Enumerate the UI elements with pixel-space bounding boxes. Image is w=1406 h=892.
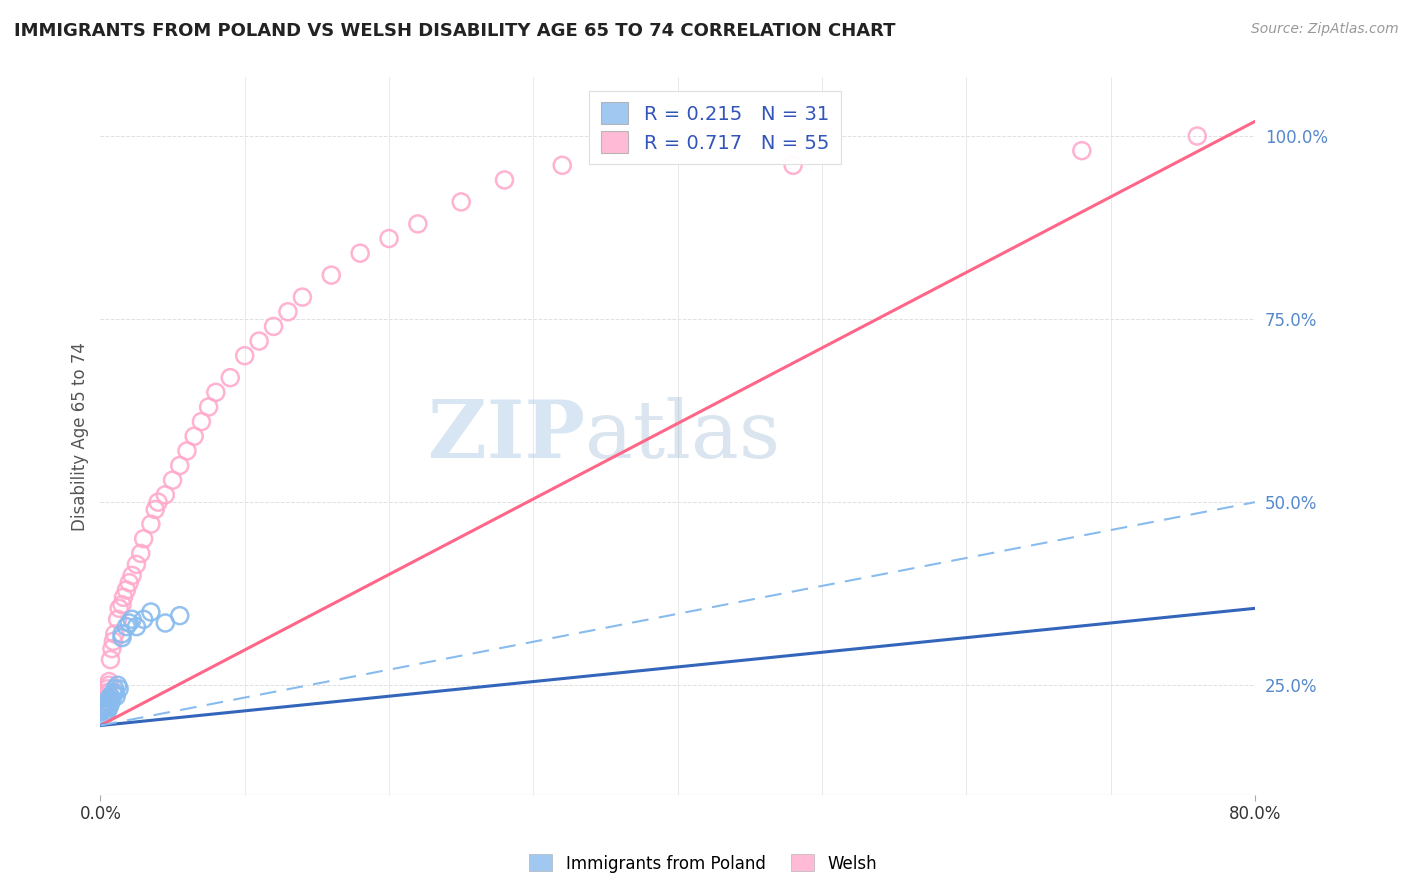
Point (115, 582, 138, 597)
Point (450, 194, 472, 209)
Point (782, 158, 804, 172)
Point (155, 615, 177, 630)
Legend: Immigrants from Poland, Welsh: Immigrants from Poland, Welsh (523, 847, 883, 880)
Point (98, 674, 121, 689)
Point (108, 681, 131, 696)
Point (91, 700, 114, 714)
Point (90, 700, 112, 714)
Point (101, 693, 124, 707)
Point (125, 620, 148, 634)
Point (104, 627, 127, 641)
Point (98, 691, 121, 706)
Point (696, 128, 718, 143)
Point (103, 687, 125, 701)
Point (94, 698, 117, 713)
Point (91, 707, 114, 722)
Point (111, 627, 134, 641)
Point (176, 443, 198, 458)
Legend: R = 0.215   N = 31, R = 0.717   N = 55: R = 0.215 N = 31, R = 0.717 N = 55 (589, 91, 841, 164)
Point (219, 370, 242, 384)
Point (132, 532, 155, 546)
Point (129, 546, 152, 560)
Point (93, 697, 115, 711)
Point (291, 290, 314, 304)
Point (139, 517, 162, 532)
Text: atlas: atlas (585, 397, 780, 475)
Point (263, 319, 285, 334)
Point (97, 694, 120, 708)
Text: IMMIGRANTS FROM POLAND VS WELSH DISABILITY AGE 65 TO 74 CORRELATION CHART: IMMIGRANTS FROM POLAND VS WELSH DISABILI… (14, 22, 896, 40)
Point (97, 685, 120, 699)
Point (91, 697, 114, 711)
Point (90, 704, 112, 718)
Point (277, 305, 299, 319)
Point (97, 704, 120, 718)
Point (494, 173, 516, 187)
Point (107, 678, 129, 692)
Point (94, 687, 117, 701)
Point (118, 615, 141, 630)
Point (104, 685, 127, 699)
Point (98, 700, 121, 714)
Point (105, 690, 128, 704)
Point (121, 612, 143, 626)
Point (112, 591, 135, 605)
Point (1187, 128, 1209, 143)
Point (121, 568, 143, 582)
Point (115, 620, 138, 634)
Point (551, 158, 574, 172)
Point (321, 268, 343, 282)
Point (406, 217, 429, 231)
Point (103, 634, 125, 648)
Point (132, 612, 155, 626)
Point (155, 488, 177, 502)
Text: Source: ZipAtlas.com: Source: ZipAtlas.com (1251, 22, 1399, 37)
Text: ZIP: ZIP (429, 397, 585, 475)
Point (111, 598, 134, 612)
Point (111, 631, 134, 645)
Point (104, 681, 127, 696)
Point (118, 575, 141, 590)
Point (93, 694, 115, 708)
Point (90, 704, 112, 718)
Point (609, 144, 631, 158)
Point (97, 681, 120, 696)
Point (93, 698, 115, 713)
Point (98, 678, 121, 692)
Point (91, 701, 114, 715)
Point (349, 246, 371, 260)
Point (107, 612, 129, 626)
Point (1070, 144, 1092, 158)
Point (204, 385, 226, 400)
Point (100, 697, 122, 711)
Y-axis label: Disability Age 65 to 74: Disability Age 65 to 74 (72, 342, 89, 531)
Point (100, 652, 122, 666)
Point (101, 641, 124, 656)
Point (94, 706, 117, 720)
Point (93, 701, 115, 715)
Point (247, 334, 270, 348)
Point (169, 458, 191, 473)
Point (94, 691, 117, 706)
Point (169, 608, 191, 623)
Point (143, 502, 166, 516)
Point (263, 799, 285, 814)
Point (197, 400, 219, 414)
Point (162, 473, 184, 487)
Point (183, 429, 205, 443)
Point (233, 349, 256, 363)
Point (100, 690, 122, 704)
Point (139, 605, 162, 619)
Point (190, 415, 212, 429)
Point (125, 558, 148, 572)
Point (146, 495, 169, 509)
Point (378, 231, 401, 245)
Point (108, 601, 131, 615)
